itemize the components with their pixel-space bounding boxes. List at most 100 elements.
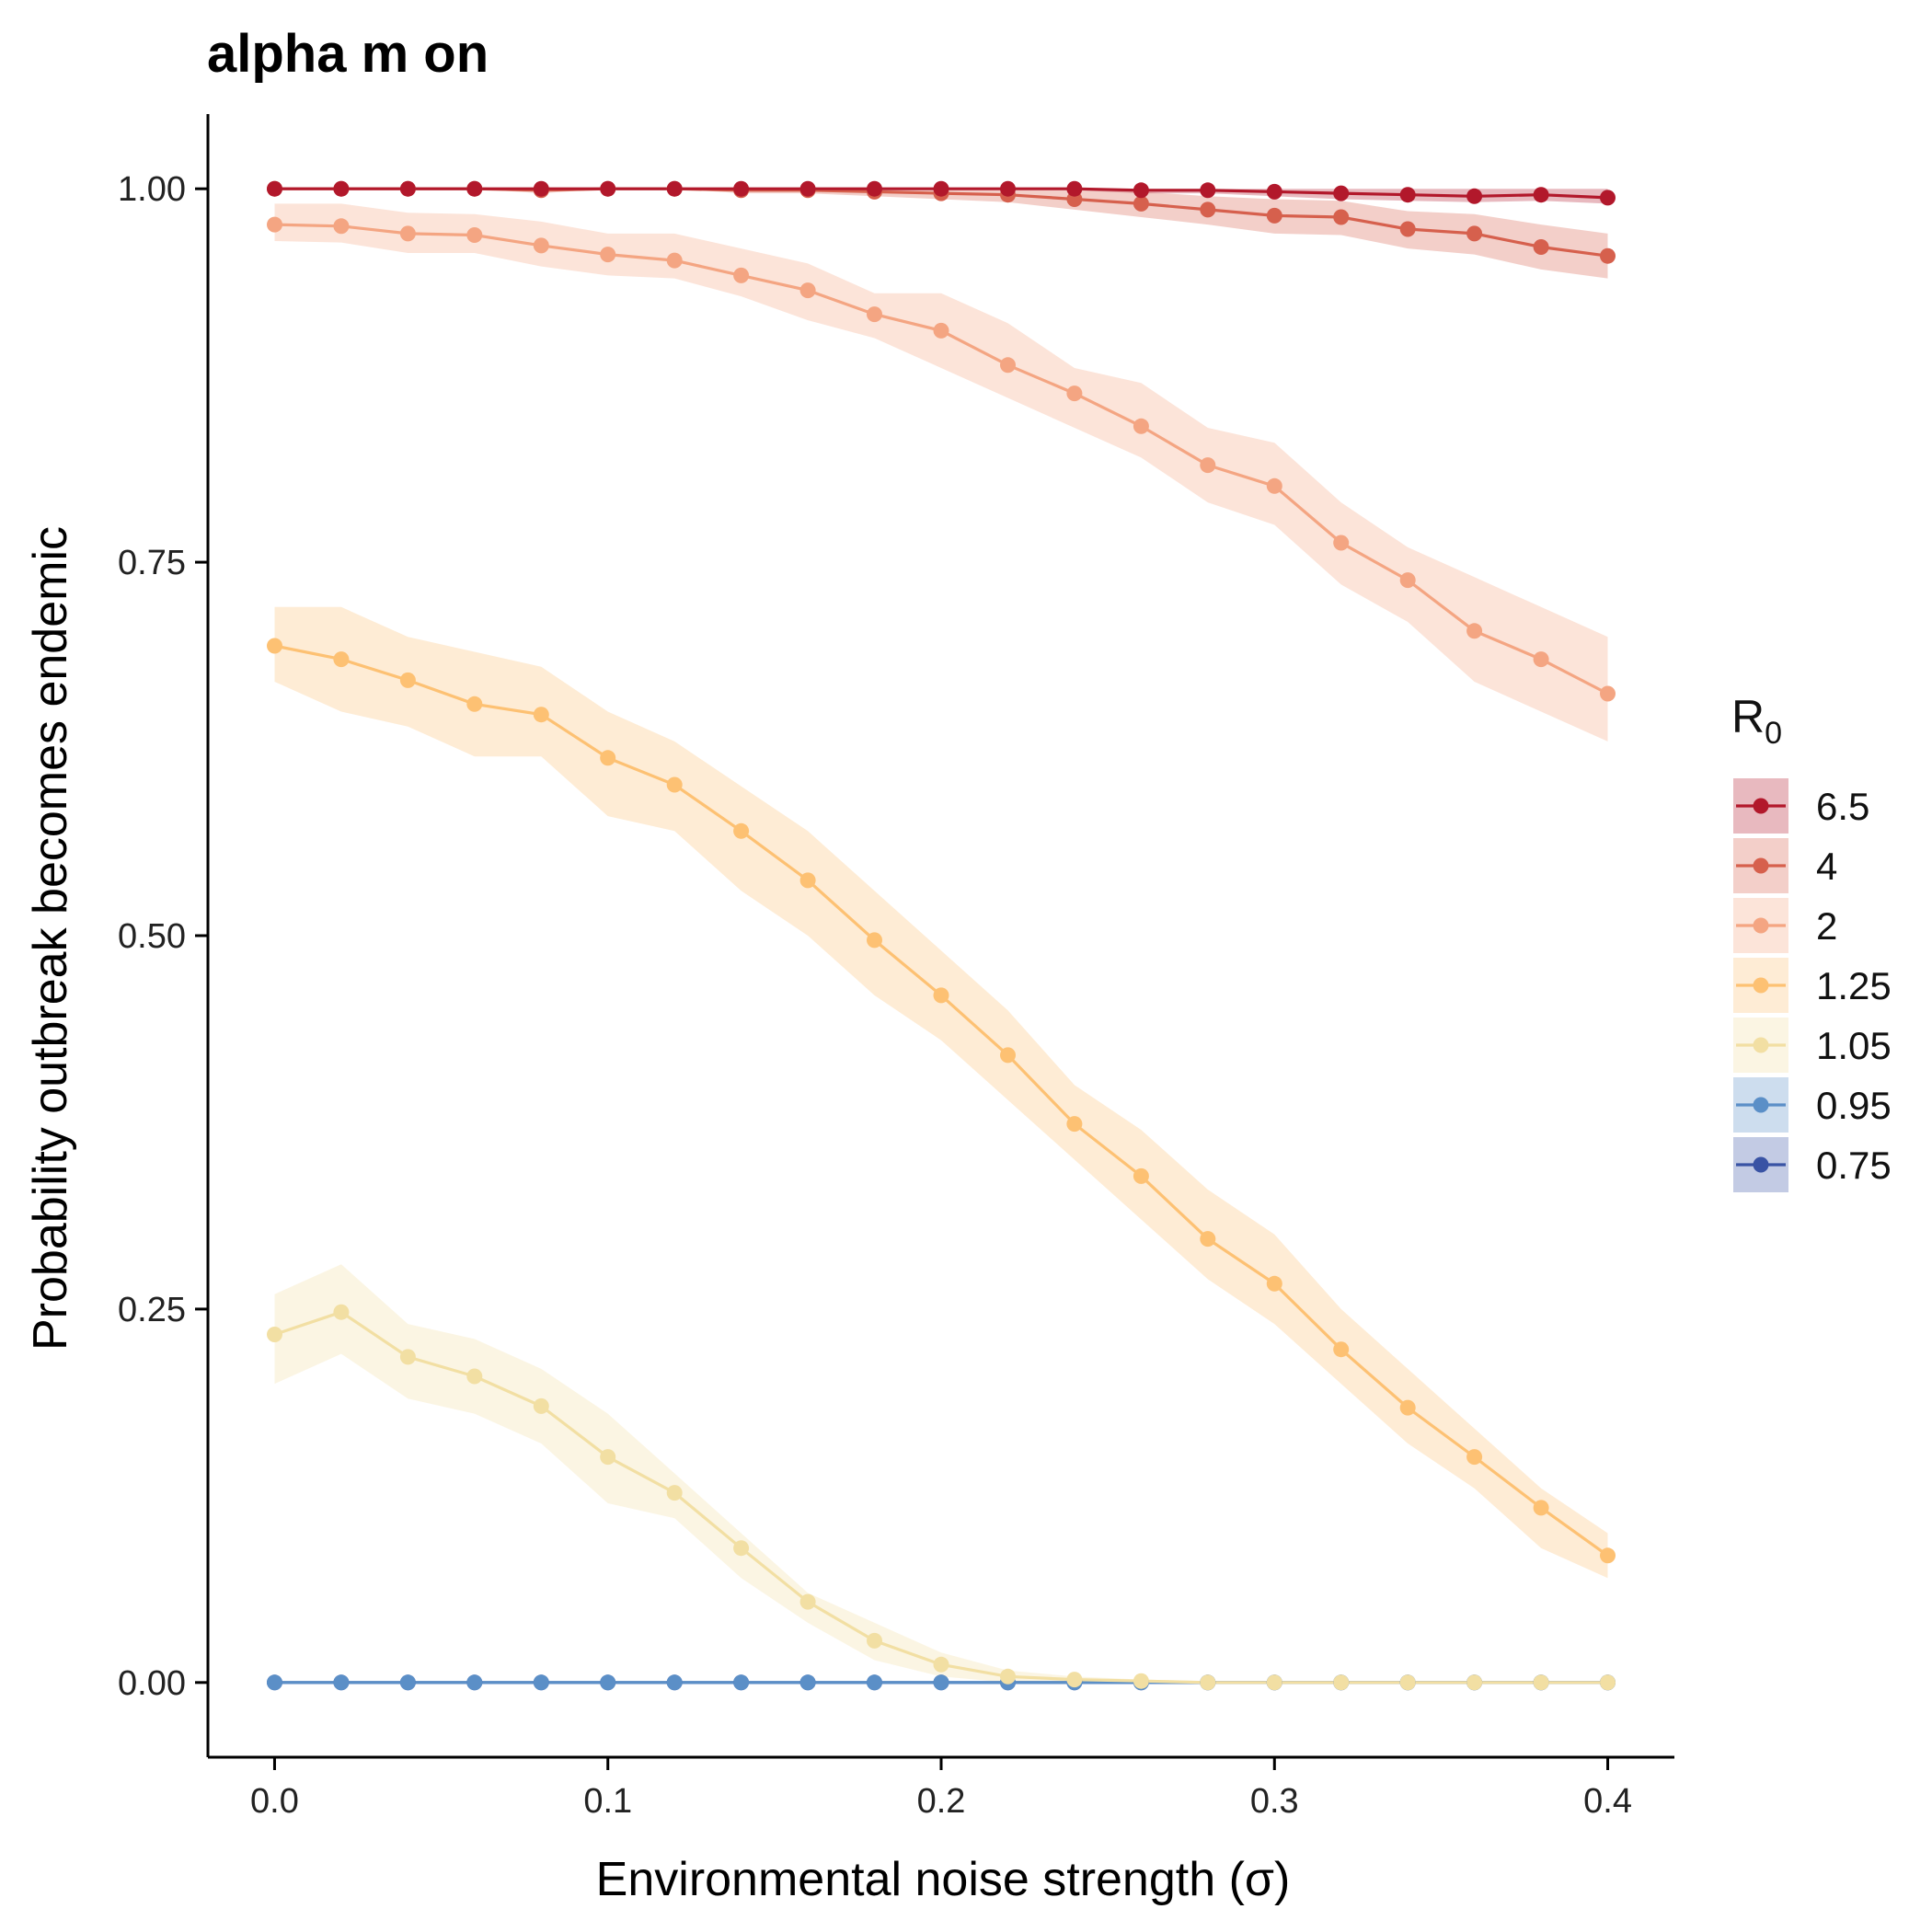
- point-6.5: [333, 180, 350, 197]
- point-2: [666, 252, 683, 269]
- point-0.95: [733, 1674, 750, 1691]
- point-2: [1533, 651, 1549, 668]
- point-2: [799, 282, 816, 299]
- legend-item-1.05: 1.05: [1733, 1018, 1892, 1073]
- point-1.25: [466, 696, 483, 712]
- point-6.5: [1600, 190, 1616, 206]
- point-2: [933, 322, 949, 339]
- axes: 0.0 0.1 0.2 0.3 0.4 0.00 0.25 0.50 0.75 1.00: [118, 114, 1674, 1821]
- point-6.5: [1200, 182, 1216, 199]
- point-2: [1066, 385, 1083, 402]
- y-tick-label: 0.75: [118, 544, 186, 582]
- y-tick-label: 0.25: [118, 1291, 186, 1329]
- band-1.25: [274, 606, 1608, 1579]
- series-lines: [273, 187, 1609, 1685]
- point-1.25: [666, 776, 683, 793]
- point-6.5: [733, 180, 750, 197]
- y-tick-label: 0.50: [118, 917, 186, 956]
- point-6.5: [1333, 185, 1350, 201]
- point-6.5: [1000, 180, 1016, 197]
- point-2: [600, 247, 616, 263]
- point-6.5: [399, 180, 416, 197]
- legend-label-6.5: 6.5: [1816, 785, 1869, 828]
- legend-point-0.75: [1753, 1156, 1769, 1173]
- point-1.25: [733, 822, 750, 839]
- point-6.5: [799, 180, 816, 197]
- chart-title: alpha m on: [207, 24, 489, 84]
- legend-point-1.05: [1753, 1037, 1769, 1053]
- y-tick-label: 0.00: [118, 1664, 186, 1703]
- series-points: [267, 180, 1616, 1691]
- legend-item-2: 2: [1733, 898, 1837, 953]
- point-2: [867, 306, 882, 323]
- point-1.25: [533, 707, 549, 723]
- point-4: [1533, 239, 1549, 255]
- point-2: [1399, 572, 1416, 589]
- point-1.05: [1600, 1674, 1616, 1691]
- band-1.05: [274, 1264, 1608, 1683]
- point-6.5: [533, 180, 549, 197]
- legend-title: R0: [1731, 691, 1782, 751]
- legend-point-0.95: [1753, 1097, 1769, 1113]
- point-6.5: [666, 180, 683, 197]
- legend-item-1.25: 1.25: [1733, 958, 1892, 1013]
- point-0.95: [666, 1674, 683, 1691]
- legend-point-2: [1753, 917, 1769, 934]
- point-6.5: [867, 180, 882, 197]
- point-1.05: [600, 1449, 616, 1466]
- legend-item-0.95: 0.95: [1733, 1077, 1892, 1133]
- point-1.25: [933, 987, 949, 1004]
- point-1.25: [1266, 1275, 1282, 1292]
- point-1.25: [333, 651, 350, 668]
- point-1.05: [1066, 1672, 1083, 1688]
- point-0.95: [533, 1674, 549, 1691]
- point-1.05: [1333, 1674, 1350, 1691]
- point-1.25: [1399, 1399, 1416, 1416]
- legend-point-4: [1753, 857, 1769, 874]
- point-1.25: [600, 750, 616, 766]
- point-1.05: [1133, 1673, 1149, 1689]
- point-1.05: [933, 1656, 949, 1673]
- point-2: [533, 237, 549, 254]
- point-6.5: [267, 180, 282, 197]
- x-tick-label: 0.3: [1250, 1782, 1299, 1821]
- point-1.25: [267, 638, 282, 654]
- legend-point-6.5: [1753, 798, 1769, 814]
- point-6.5: [1399, 187, 1416, 203]
- point-4: [1466, 225, 1483, 242]
- point-6.5: [1266, 183, 1282, 200]
- legend-label-2: 2: [1816, 904, 1837, 948]
- x-tick-label: 0.4: [1583, 1782, 1632, 1821]
- point-2: [1466, 623, 1483, 639]
- point-0.95: [466, 1674, 483, 1691]
- x-tick-label: 0.0: [250, 1782, 299, 1821]
- point-0.95: [933, 1674, 949, 1691]
- point-1.05: [1266, 1674, 1282, 1691]
- point-2: [466, 227, 483, 243]
- point-4: [1399, 221, 1416, 237]
- point-6.5: [1466, 188, 1483, 204]
- point-1.05: [1200, 1674, 1216, 1691]
- point-6.5: [1066, 180, 1083, 197]
- point-2: [1000, 357, 1016, 374]
- point-4: [1333, 209, 1350, 225]
- point-2: [733, 267, 750, 283]
- point-1.05: [666, 1485, 683, 1501]
- point-6.5: [933, 180, 949, 197]
- point-1.25: [1533, 1500, 1549, 1516]
- point-6.5: [1533, 187, 1549, 203]
- point-2: [1133, 418, 1149, 434]
- point-1.05: [1533, 1674, 1549, 1691]
- point-2: [1200, 457, 1216, 474]
- point-1.25: [867, 932, 882, 949]
- point-1.05: [1399, 1674, 1416, 1691]
- point-1.05: [267, 1327, 282, 1342]
- point-0.95: [267, 1674, 282, 1691]
- legend-label-0.75: 0.75: [1816, 1144, 1892, 1187]
- point-1.05: [1466, 1674, 1483, 1691]
- point-2: [1333, 535, 1350, 551]
- band-2: [274, 203, 1608, 742]
- point-6.5: [600, 180, 616, 197]
- point-0.95: [600, 1674, 616, 1691]
